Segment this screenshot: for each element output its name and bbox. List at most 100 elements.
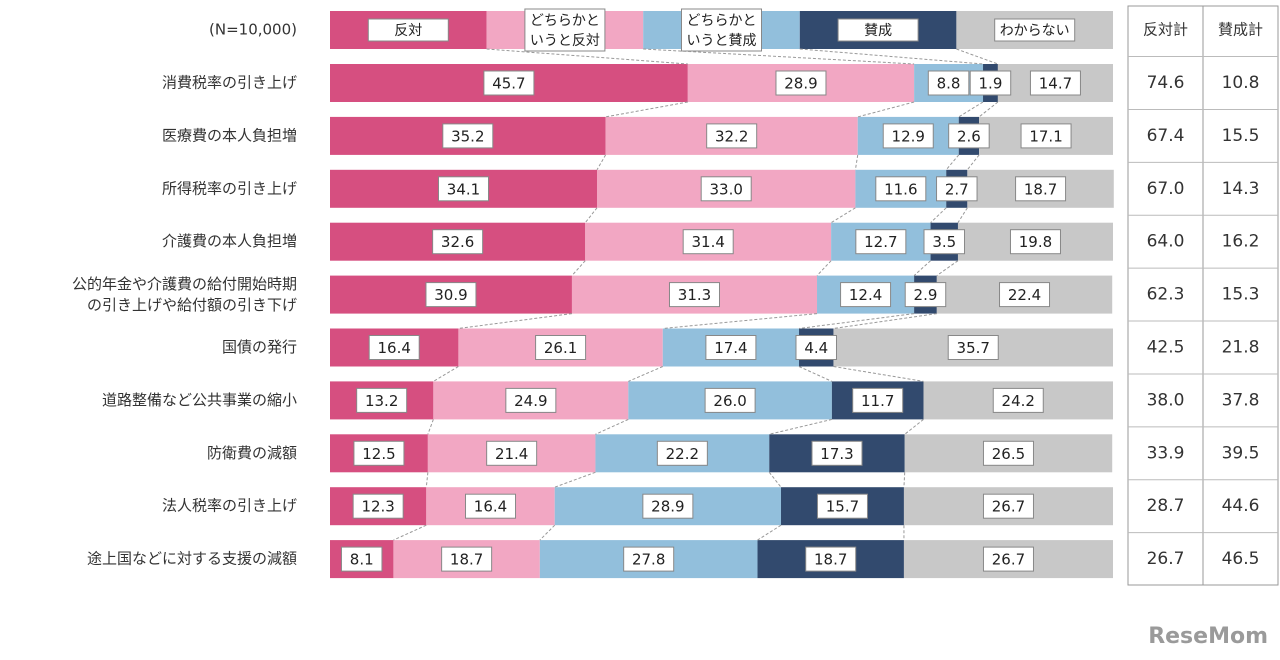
connector (458, 313, 573, 329)
label-box (936, 176, 978, 202)
label-box (505, 387, 557, 413)
connector (854, 154, 859, 170)
table-cell: 42.5 (1147, 338, 1185, 358)
legend-label: どちらかというと賛成 (687, 13, 757, 49)
value-label: 4.4 (804, 339, 828, 357)
value-label: 30.9 (434, 286, 467, 304)
table-cell: 62.3 (1147, 285, 1185, 305)
value-label: 17.3 (820, 445, 853, 463)
label-box (425, 282, 477, 308)
category-label: 所得税率の引き上げ (162, 179, 297, 197)
value-label: 26.7 (992, 551, 1025, 569)
value-label: 35.2 (451, 127, 484, 145)
value-label: 33.0 (709, 180, 742, 198)
value-label: 18.7 (1024, 180, 1057, 198)
connector (958, 101, 984, 118)
table-cell: 74.6 (1147, 73, 1185, 93)
connector (903, 472, 906, 488)
connector (757, 524, 782, 541)
value-label: 22.4 (1008, 286, 1041, 304)
connector (605, 101, 688, 118)
value-label: 34.1 (447, 180, 480, 198)
connector (768, 471, 782, 488)
connector (978, 101, 999, 118)
connector (554, 471, 596, 488)
value-label: 1.9 (979, 75, 1003, 93)
label-box (700, 176, 752, 202)
value-label: 16.4 (378, 339, 411, 357)
value-label: 35.7 (957, 339, 990, 357)
connector (643, 48, 915, 65)
label-box (441, 546, 493, 572)
connector (798, 313, 915, 329)
legend-label: わからない (1000, 23, 1070, 39)
connector (956, 48, 999, 65)
label-box (340, 546, 383, 572)
connector (662, 313, 818, 329)
table-cell: 38.0 (1147, 390, 1185, 410)
table-cell: 67.4 (1147, 126, 1185, 146)
label-box (352, 493, 404, 519)
connector (913, 260, 931, 276)
value-label: 18.7 (450, 551, 483, 569)
label-box (855, 229, 907, 255)
value-label: 2.6 (957, 127, 981, 145)
table-cell: 21.8 (1222, 338, 1260, 358)
label-box (642, 493, 694, 519)
label-box (623, 546, 675, 572)
label-box (969, 70, 1012, 96)
connector (584, 207, 598, 224)
value-label: 28.9 (651, 498, 684, 516)
connector (393, 524, 427, 541)
value-label: 12.7 (864, 233, 897, 251)
table-cell: 15.3 (1222, 285, 1260, 305)
value-label: 45.7 (492, 75, 525, 93)
category-label: 法人税率の引き上げ (162, 497, 297, 515)
connector (427, 419, 434, 435)
value-label: 3.5 (932, 233, 956, 251)
value-label: 18.7 (814, 551, 847, 569)
table-cell: 33.9 (1147, 443, 1185, 463)
label-box (816, 493, 868, 519)
connector (966, 154, 980, 171)
label-box (775, 70, 827, 96)
table-cell: 10.8 (1222, 73, 1260, 93)
connector (433, 366, 459, 382)
label-box (668, 282, 720, 308)
label-box (535, 335, 587, 360)
watermark: ReseMom (1148, 624, 1268, 649)
connector (571, 260, 586, 276)
category-label: 介護費の本人負担増 (162, 232, 297, 250)
value-label: 26.7 (992, 498, 1025, 516)
connector (957, 207, 968, 223)
value-label: 26.5 (992, 445, 1025, 463)
table-cell: 26.7 (1147, 549, 1185, 569)
category-label: 途上国などに対する支援の減額 (87, 550, 297, 568)
table-cell: 44.6 (1222, 496, 1260, 516)
table-cell: 46.5 (1222, 549, 1260, 569)
connector (539, 524, 556, 541)
value-label: 24.9 (514, 392, 547, 410)
table-cell: 14.3 (1222, 179, 1260, 199)
legend-label: どちらかというと反対 (530, 13, 600, 49)
label-box (432, 229, 484, 255)
label-box (483, 70, 535, 96)
legend-label: 賛成 (864, 23, 892, 39)
value-label: 14.7 (1039, 75, 1072, 93)
label-box (923, 229, 966, 255)
label-box (904, 282, 947, 308)
value-label: 8.1 (350, 551, 374, 569)
table-cell: 37.8 (1222, 390, 1260, 410)
connector (936, 260, 959, 277)
category-label: 防衛費の減額 (207, 444, 297, 462)
value-label: 22.2 (666, 445, 699, 463)
connector (904, 419, 924, 435)
value-label: 19.8 (1019, 233, 1052, 251)
legend-box (681, 8, 762, 52)
label-box (465, 493, 517, 519)
value-label: 12.5 (362, 445, 395, 463)
table-cell: 67.0 (1147, 179, 1185, 199)
table-cell: 28.7 (1147, 496, 1185, 516)
label-box (982, 440, 1034, 466)
